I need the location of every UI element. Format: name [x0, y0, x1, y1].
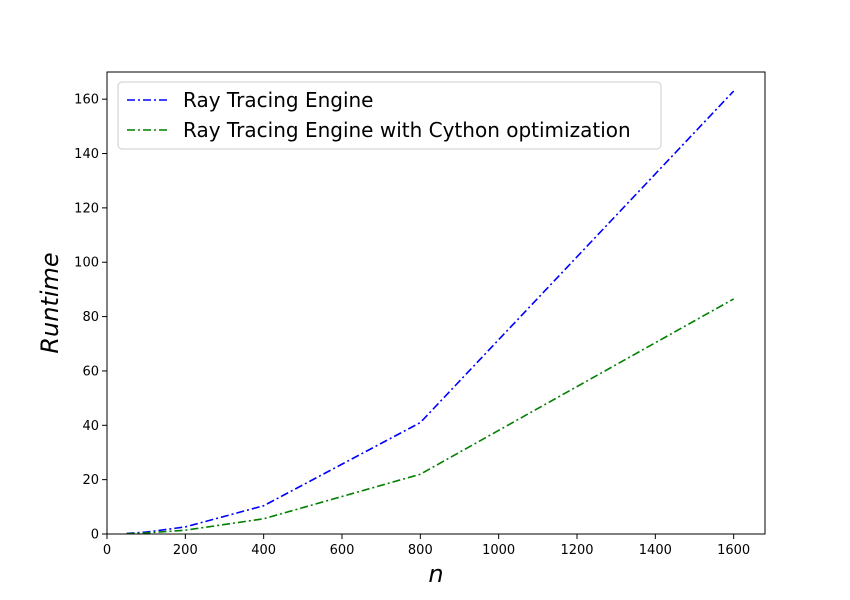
x-tick-label: 200: [173, 543, 198, 558]
y-tick-label: 120: [74, 201, 99, 216]
series-layer: [126, 90, 735, 535]
x-axis-title: n: [428, 560, 443, 588]
legend-label-ray-tracing-engine: Ray Tracing Engine: [183, 88, 374, 112]
series-line-cython-optimization: [126, 298, 735, 535]
x-tick-label: 600: [330, 543, 355, 558]
x-tick-label: 1600: [717, 543, 750, 558]
x-axis-ticks: 0 200 400 600 800 1000 1200 1400 1600: [103, 534, 750, 558]
x-tick-label: 1200: [560, 543, 593, 558]
x-tick-label: 400: [251, 543, 276, 558]
y-tick-label: 20: [82, 473, 99, 488]
y-tick-label: 60: [82, 364, 99, 379]
legend-label-cython-optimization: Ray Tracing Engine with Cython optimizat…: [183, 118, 631, 142]
y-tick-label: 40: [82, 419, 99, 434]
plot-frame: [106, 71, 766, 535]
x-tick-label: 0: [103, 543, 111, 558]
y-tick-label: 100: [74, 256, 99, 271]
y-tick-label: 0: [91, 528, 99, 543]
x-tick-label: 1000: [482, 543, 515, 558]
x-tick-label: 1400: [639, 543, 672, 558]
y-axis-title: Runtime: [36, 252, 64, 353]
y-axis-ticks: 0 20 40 60 80 100 120 140 160: [74, 93, 107, 543]
y-tick-label: 160: [74, 93, 99, 108]
y-tick-label: 140: [74, 147, 99, 162]
legend-frame: [117, 81, 662, 150]
legend: Ray Tracing Engine Ray Tracing Engine wi…: [117, 81, 662, 150]
x-tick-label: 800: [408, 543, 433, 558]
y-tick-label: 80: [82, 310, 99, 325]
